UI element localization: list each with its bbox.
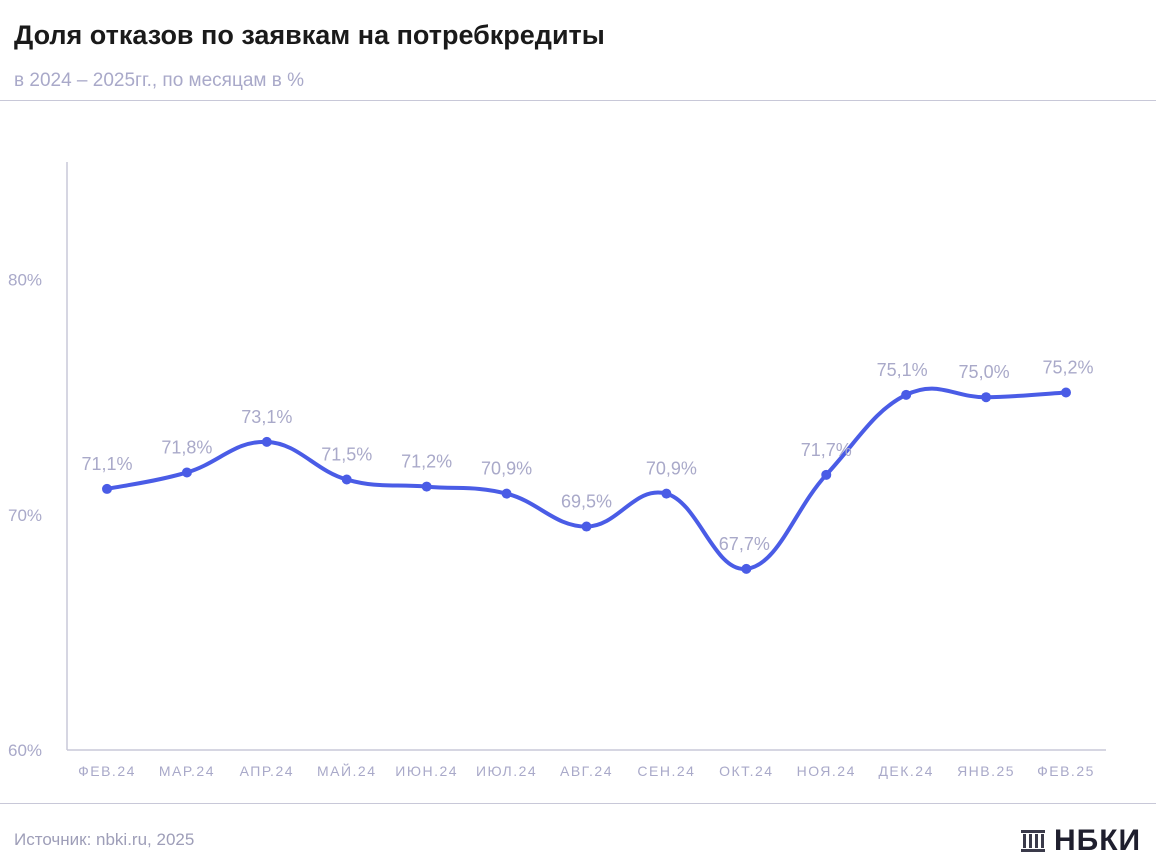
data-point: [181, 467, 192, 478]
x-axis-ticks: ФЕВ.24 МАР.24 АПР.24 МАЙ.24 ИЮН.24 ИЮЛ.24 АВГ.…: [78, 762, 1095, 779]
x-tick-label: НОЯ.24: [797, 763, 856, 779]
data-label: 73,1%: [241, 407, 292, 427]
data-label: 71,8%: [161, 437, 212, 457]
x-tick-label: АПР.24: [240, 763, 294, 779]
building-columns-icon: [1021, 830, 1045, 852]
data-label: 75,2%: [1042, 357, 1093, 377]
data-point: [741, 563, 752, 574]
data-label: 71,2%: [401, 452, 452, 472]
data-point: [821, 469, 832, 480]
source-note: Источник: nbki.ru, 2025: [14, 830, 195, 849]
series-points: [102, 387, 1071, 574]
chart-title: Доля отказов по заявкам на потребкредиты: [14, 20, 605, 50]
y-tick-label: 80%: [8, 271, 42, 290]
data-point: [501, 488, 512, 499]
x-tick-label: МАР.24: [159, 763, 215, 779]
x-tick-label: ИЮН.24: [395, 763, 458, 779]
x-tick-label: ФЕВ.25: [1037, 763, 1095, 779]
data-point: [421, 481, 432, 492]
logo-text: НБКИ: [1054, 824, 1142, 857]
data-label: 75,0%: [959, 362, 1010, 382]
data-point: [901, 389, 912, 400]
data-label: 75,1%: [877, 360, 928, 380]
data-label: 70,9%: [646, 459, 697, 479]
x-tick-label: ЯНВ.25: [957, 763, 1015, 779]
x-tick-label: ИЮЛ.24: [476, 763, 537, 779]
data-point: [1061, 387, 1071, 398]
x-tick-label: ОКТ.24: [719, 763, 774, 779]
data-label: 71,7%: [801, 440, 852, 460]
data-point: [102, 483, 112, 494]
header-divider: [0, 100, 1156, 101]
x-tick-label: МАЙ.24: [317, 762, 377, 779]
data-labels: 71,1% 71,8% 73,1% 71,5% 71,2% 70,9% 69,5% 70,9%…: [81, 357, 1093, 553]
x-tick-label: АВГ.24: [560, 763, 613, 779]
data-point: [261, 436, 272, 447]
chart-subtitle: в 2024 – 2025гг., по месяцам в %: [14, 70, 305, 91]
data-point: [661, 488, 672, 499]
footer-divider: [0, 803, 1156, 804]
data-label: 69,5%: [561, 492, 612, 512]
chart-axes: [66, 162, 1106, 751]
nbki-logo: НБКИ: [1020, 824, 1141, 858]
data-point: [341, 474, 352, 485]
x-tick-label: СЕН.24: [637, 763, 695, 779]
y-axis-ticks: 60% 70% 80%: [8, 271, 42, 760]
data-label: 71,5%: [321, 445, 372, 465]
x-tick-label: ДЕК.24: [878, 763, 933, 779]
data-label: 71,1%: [81, 454, 132, 474]
data-point: [981, 392, 992, 403]
y-tick-label: 70%: [8, 506, 42, 525]
x-tick-label: ФЕВ.24: [78, 763, 136, 779]
data-label: 67,7%: [719, 534, 770, 554]
data-label: 70,9%: [481, 459, 532, 479]
data-point: [581, 521, 592, 532]
y-tick-label: 60%: [8, 741, 42, 760]
